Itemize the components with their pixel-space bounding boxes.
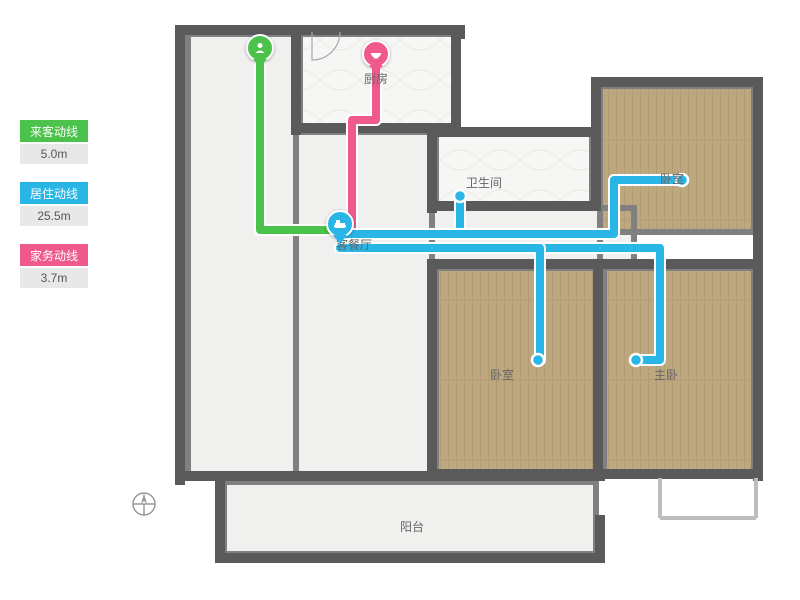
legend-color-guest: 来客动线 xyxy=(20,120,88,142)
living-marker xyxy=(326,210,354,246)
chores-marker xyxy=(362,40,390,76)
path-endpoint xyxy=(454,190,466,202)
entry-marker xyxy=(246,34,274,70)
floorplan: 厨房卫生间客餐厅卧室卧室主卧阳台 xyxy=(160,20,780,580)
floorplan-svg xyxy=(160,20,780,580)
room-label-master: 主卧 xyxy=(654,366,678,383)
legend-value-guest: 5.0m xyxy=(20,144,88,164)
legend-item-guest: 来客动线 5.0m xyxy=(20,120,100,164)
compass-icon xyxy=(130,490,158,518)
room-label-bedroom1: 卧室 xyxy=(660,170,684,187)
room-master xyxy=(604,268,754,472)
legend-value-living: 25.5m xyxy=(20,206,88,226)
room-label-bathroom: 卫生间 xyxy=(466,174,502,191)
path-endpoint xyxy=(630,354,642,366)
legend-color-chores: 家务动线 xyxy=(20,244,88,266)
room-bedroom2 xyxy=(436,268,596,472)
room-living2 xyxy=(296,132,432,474)
room-label-balcony: 阳台 xyxy=(400,518,424,535)
legend-item-chores: 家务动线 3.7m xyxy=(20,244,100,288)
room-label-bedroom2: 卧室 xyxy=(490,366,514,383)
legend-value-chores: 3.7m xyxy=(20,268,88,288)
path-endpoint xyxy=(532,354,544,366)
legend: 来客动线 5.0m 居住动线 25.5m 家务动线 3.7m xyxy=(20,120,100,306)
legend-color-living: 居住动线 xyxy=(20,182,88,204)
room-living xyxy=(188,34,296,474)
legend-item-living: 居住动线 25.5m xyxy=(20,182,100,226)
